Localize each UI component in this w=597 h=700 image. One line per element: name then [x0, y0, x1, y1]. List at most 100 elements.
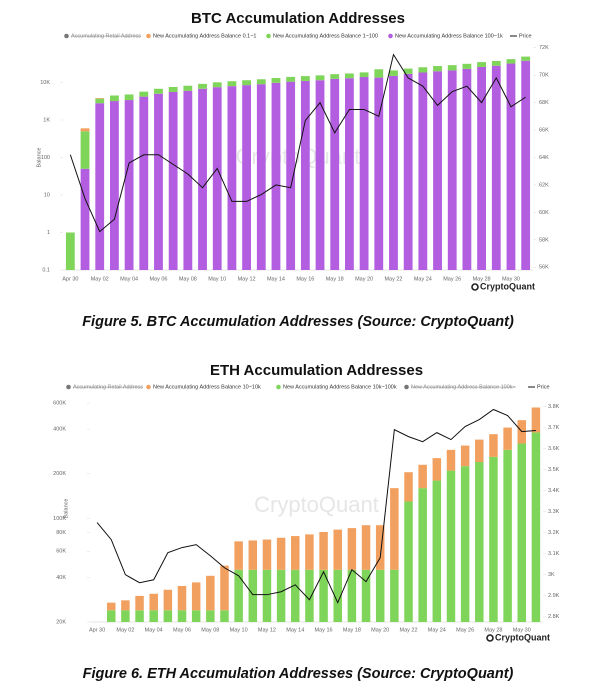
bar-segment [65, 232, 75, 270]
bar-segment [491, 60, 501, 66]
legend-label: Price [537, 384, 550, 390]
x-tick-label: May 18 [326, 276, 344, 282]
x-tick-label: May 26 [443, 276, 461, 282]
bar-segment [446, 470, 456, 622]
bar-segment [345, 73, 354, 79]
bar-segment [446, 449, 456, 471]
x-tick-label: May 12 [258, 627, 276, 633]
bar-segment [206, 575, 215, 611]
x-tick-label: May 14 [267, 276, 285, 282]
legend-label: New Accumulating Address Balance 100k~ [411, 384, 516, 390]
bar-segment [447, 65, 457, 71]
bar-segment [248, 569, 258, 622]
bar-segment [315, 80, 325, 270]
chart: BTC Accumulation Addresses CryptoQuant Bal… [36, 10, 549, 291]
bar-segment [154, 88, 163, 94]
watermark: CryptoQuant [254, 492, 379, 517]
y2-tick-label: 62K [539, 182, 549, 188]
bar-segment [163, 610, 173, 622]
legend-swatch [276, 384, 281, 390]
bar-segment [124, 100, 134, 270]
bar-segment [135, 595, 144, 611]
y-tick-label: 400K [53, 427, 66, 433]
legend-swatch [404, 384, 409, 390]
bar-segment [276, 537, 286, 570]
y2-tick-label: 2.9K [548, 593, 560, 599]
bar-segment [418, 67, 428, 73]
bar-segment [347, 528, 357, 570]
bar-segment [80, 131, 90, 169]
bar-segment [110, 101, 119, 270]
figure-caption: Figure 5. BTC Accumulation Addresses (So… [82, 314, 514, 330]
bar-segment [418, 488, 427, 622]
y-tick-label: 0.1 [42, 267, 50, 273]
x-tick-label: May 20 [355, 276, 373, 282]
legend-label: New Accumulating Address Balance 0.1~1 [153, 33, 257, 39]
bar-segment [521, 60, 531, 270]
x-tick-label: May 04 [120, 276, 138, 282]
bar-segment [475, 462, 484, 622]
bar-segment [95, 103, 105, 271]
x-tick-label: May 02 [91, 276, 109, 282]
y-tick-label: 80K [56, 530, 66, 536]
y-tick-label: 100 [41, 155, 50, 161]
bar-segment [460, 445, 470, 467]
legend-swatch [388, 33, 393, 39]
x-tick-label: May 18 [343, 627, 361, 633]
bar-segment [361, 569, 371, 622]
bar-segment [149, 593, 158, 611]
y2-tick-label: 68K [539, 100, 549, 106]
y-axis-label: Balance [36, 148, 42, 168]
x-tick-label: May 10 [230, 627, 248, 633]
y2-tick-label: 58K [539, 237, 549, 243]
bar-segment [503, 427, 512, 450]
x-tick-label: May 20 [371, 627, 389, 633]
legend-swatch [266, 33, 271, 39]
x-tick-label: May 14 [286, 627, 304, 633]
x-tick-label: Apr 30 [62, 276, 78, 282]
bar-segment [276, 569, 286, 622]
chart-title: ETH Accumulation Addresses [210, 362, 423, 379]
x-tick-label: May 28 [473, 276, 491, 282]
y2-tick-label: 3.2K [548, 530, 560, 536]
y2-tick-label: 60K [539, 210, 549, 216]
bar-segment [330, 78, 340, 270]
bar-segment [319, 569, 328, 622]
y2-tick-label: 70K [539, 73, 549, 79]
bar-segment [168, 91, 178, 270]
y-tick-label: 200K [53, 471, 66, 477]
x-tick-label: May 30 [513, 627, 531, 633]
x-tick-label: May 30 [502, 276, 520, 282]
logo-text: CryptoQuant [495, 632, 550, 642]
bar-segment [106, 602, 116, 611]
y2-tick-label: 3.7K [548, 425, 560, 431]
bar-segment [242, 85, 251, 270]
y2-tick-label: 2.8K [548, 614, 560, 620]
bar-segment [418, 72, 428, 270]
bar-segment [256, 79, 266, 85]
bar-segment [477, 66, 486, 270]
legend-label: New Accumulating Address Balance 100~1k [395, 33, 503, 39]
bar-segment [333, 569, 342, 622]
bar-segment [531, 432, 541, 622]
legend-swatch [146, 33, 151, 39]
bar-segment [135, 610, 144, 622]
x-tick-label: May 28 [484, 627, 502, 633]
bar-segment [110, 95, 119, 102]
bar-segment [256, 84, 266, 270]
bar-segment [374, 77, 384, 270]
bar-segment [433, 71, 442, 271]
y-tick-label: 40K [56, 575, 66, 581]
bar-segment [262, 539, 272, 570]
bar-segment [390, 569, 399, 622]
bar-segment [163, 589, 173, 611]
x-tick-label: May 12 [238, 276, 256, 282]
bar-segment [319, 531, 328, 570]
bar-segment [475, 439, 484, 463]
x-tick-label: May 06 [173, 627, 191, 633]
legend-label: New Accumulating Address Balance 10~10k [153, 384, 261, 390]
y2-tick-label: 3.6K [548, 446, 560, 452]
y2-tick-label: 3K [548, 572, 555, 578]
bar-segment [374, 69, 384, 78]
bar-segment [517, 443, 527, 622]
